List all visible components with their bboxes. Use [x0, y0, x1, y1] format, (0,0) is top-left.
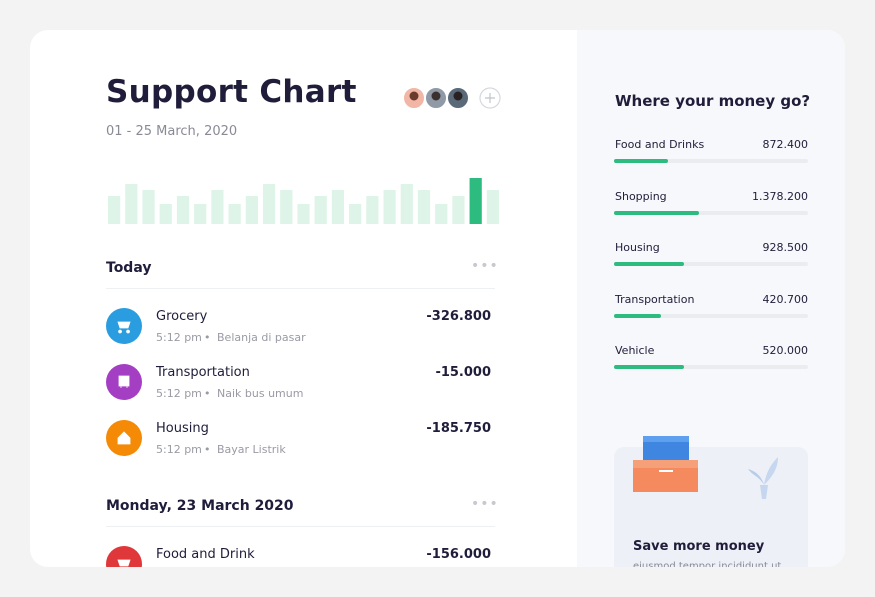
category-icon	[106, 364, 142, 400]
activity-bar	[400, 184, 413, 224]
activity-bar	[366, 196, 379, 224]
separator: •	[204, 443, 211, 456]
progress-fill	[614, 210, 700, 215]
more-button[interactable]: •••	[471, 258, 499, 274]
category-icon	[106, 546, 142, 567]
divider	[106, 288, 495, 289]
activity-bar	[211, 190, 224, 224]
activity-bar	[452, 196, 465, 224]
sidebar: Where your money go? Save more money eiu…	[577, 30, 845, 567]
transaction-name: Food and Drink	[156, 547, 255, 562]
group-title: Monday, 23 March 2020	[106, 498, 294, 514]
separator: •	[204, 387, 211, 400]
activity-bar	[417, 190, 431, 224]
spending-title: Where your money go?	[615, 92, 811, 110]
icon-glyph	[117, 321, 131, 334]
progress-fill	[614, 365, 684, 370]
activity-bar	[349, 204, 362, 224]
spending-label: Transportation	[615, 292, 695, 306]
activity-bar	[314, 196, 327, 224]
promo-card: Save more money eiusmod tempor incididun…	[614, 436, 808, 567]
group-title: Today	[106, 260, 152, 276]
activity-bar	[159, 204, 172, 224]
spending-label: Shopping	[615, 189, 667, 203]
activity-bar	[486, 190, 499, 224]
icon-glyph	[117, 431, 131, 445]
transaction-note: Naik bus umum	[217, 387, 304, 400]
date: 01 - 25 March, 2020	[106, 124, 238, 139]
category-icon	[106, 308, 142, 344]
illustration	[633, 436, 778, 499]
promo-title: Save more money	[633, 539, 765, 554]
progress-fill	[614, 262, 684, 267]
progress-fill	[614, 313, 661, 318]
promo-text: eiusmod tempor incididunt ut labore et d…	[633, 561, 782, 567]
card: Support Chart 01 - 25 March, 2020 Where …	[30, 30, 845, 567]
category-icon	[106, 420, 142, 456]
transaction-note: Bayar Listrik	[217, 443, 286, 456]
activity-bar	[194, 204, 207, 224]
activity-bar	[176, 196, 190, 224]
progress-track	[614, 159, 808, 163]
transaction-time: 5:12 pm	[156, 443, 202, 456]
activity-bar	[142, 190, 155, 224]
transaction-name: Grocery	[156, 309, 208, 324]
title: Support Chart	[106, 74, 357, 110]
activity-bar	[469, 178, 482, 224]
spending-label: Housing	[615, 241, 660, 255]
spending-amount: 1.378.200	[752, 189, 808, 203]
transaction-name: Housing	[156, 421, 209, 436]
activity-bar	[331, 190, 345, 224]
transaction-note: Belanja di pasar	[217, 331, 306, 344]
spending-amount: 520.000	[762, 344, 809, 358]
separator: •	[204, 331, 211, 344]
activity-bar	[435, 204, 448, 224]
transaction-amount: -15.000	[435, 365, 491, 380]
icon-glyph	[117, 559, 131, 567]
activity-bar	[125, 184, 138, 224]
activity-bar	[245, 196, 258, 224]
avatars	[402, 86, 501, 110]
transaction-amount: -156.000	[426, 547, 491, 562]
progress-track	[614, 262, 808, 267]
icon-glyph	[118, 375, 130, 388]
transaction-time: 5:12 pm	[156, 387, 202, 400]
activity-bar	[280, 190, 293, 224]
activity-bar	[262, 184, 276, 224]
spending-label: Vehicle	[615, 344, 655, 358]
activity-bar	[228, 204, 241, 224]
spending-label: Food and Drinks	[615, 138, 705, 151]
divider	[106, 526, 495, 527]
activity-chart	[108, 178, 499, 224]
progress-track	[614, 365, 808, 370]
icon-bg	[106, 546, 142, 567]
activity-bar	[108, 196, 121, 224]
progress-track	[614, 313, 808, 318]
transaction-amount: -326.800	[426, 309, 491, 324]
transaction-amount: -185.750	[426, 421, 491, 436]
spending-amount: 420.700	[762, 292, 809, 306]
progress-track	[614, 210, 808, 215]
transaction-name: Transportation	[156, 365, 250, 380]
activity-bar	[297, 204, 310, 224]
more-button[interactable]: •••	[471, 496, 499, 512]
spending-amount: 872.400	[762, 138, 809, 151]
spending-amount: 928.500	[762, 241, 809, 255]
progress-fill	[614, 159, 669, 163]
transaction-time: 5:12 pm	[156, 331, 202, 344]
activity-bar	[383, 190, 396, 224]
